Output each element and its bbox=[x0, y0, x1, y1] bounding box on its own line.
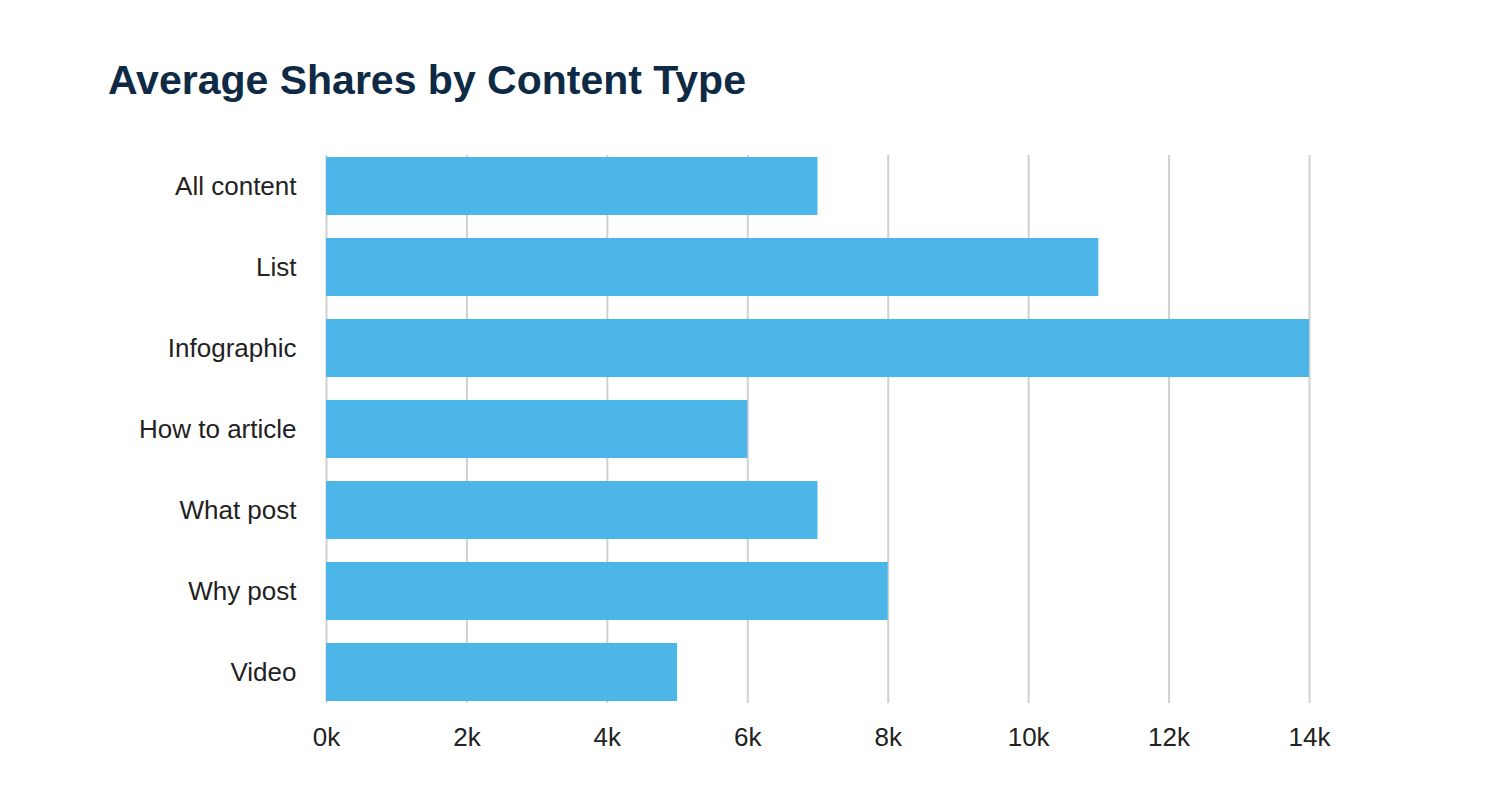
svg-text:10k: 10k bbox=[1008, 722, 1051, 752]
svg-text:What post: What post bbox=[179, 495, 297, 525]
svg-text:All content: All content bbox=[175, 171, 297, 201]
svg-text:List: List bbox=[256, 252, 297, 282]
svg-text:6k: 6k bbox=[734, 722, 762, 752]
svg-text:Why post: Why post bbox=[188, 576, 297, 606]
svg-text:Infographic: Infographic bbox=[168, 333, 297, 363]
svg-text:8k: 8k bbox=[874, 722, 902, 752]
svg-text:2k: 2k bbox=[453, 722, 481, 752]
svg-text:How to article: How to article bbox=[139, 414, 297, 444]
svg-text:4k: 4k bbox=[594, 722, 622, 752]
svg-text:12k: 12k bbox=[1148, 722, 1191, 752]
svg-text:Video: Video bbox=[230, 657, 296, 687]
svg-text:14k: 14k bbox=[1289, 722, 1332, 752]
html-text:Average Shares by Content Type: Average Shares by Content Type bbox=[108, 57, 746, 103]
svg-text:0k: 0k bbox=[313, 722, 341, 752]
